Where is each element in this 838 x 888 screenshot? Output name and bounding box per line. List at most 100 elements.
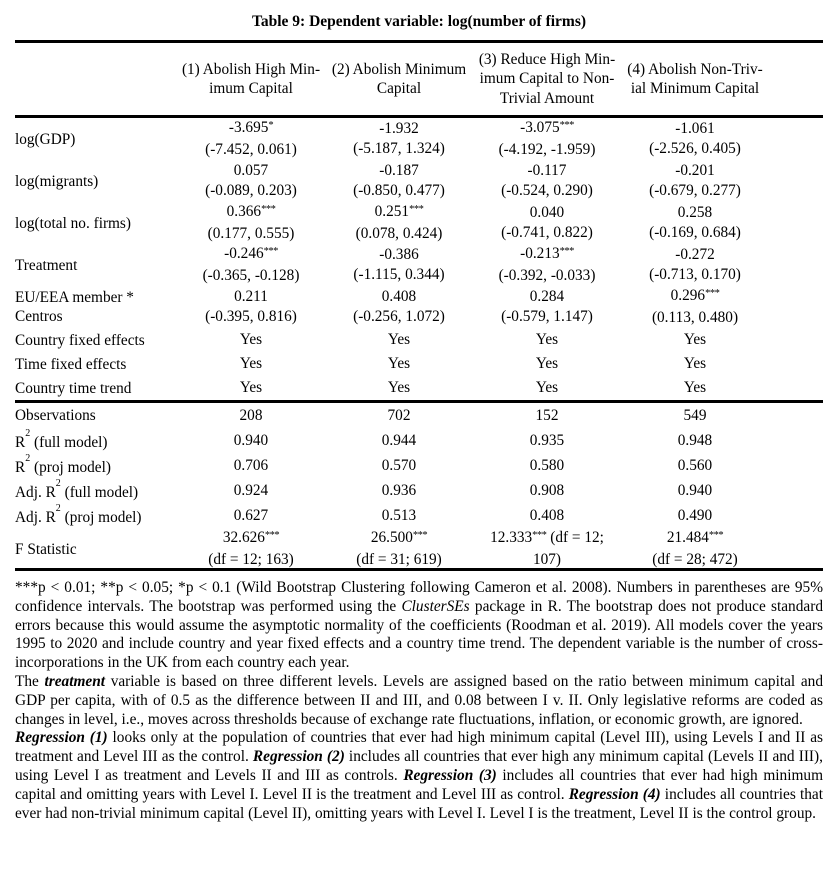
table-cell: Yes [239,355,263,372]
value-text: -0.213 [520,245,560,262]
coef-value: 0.284 [473,287,621,307]
table-cell: Yes [535,331,559,348]
table-cell: 0.490 [677,506,713,524]
table-cell: Yes [239,331,263,348]
confidence-interval: (-0.679, 0.277) [649,182,741,199]
table-cell: 0.924 [233,481,269,499]
row-label: EU/EEA member * Centros [15,288,177,326]
column-header-3: (3) Reduce High Min- imum Capital to Non… [473,50,621,109]
table-cell: 0.940 [677,481,713,499]
confidence-interval: (-7.452, 0.061) [205,141,297,158]
value-text: -1.932 [379,120,419,137]
table-cell: -0.117 (-0.524, 0.290) [473,161,621,201]
table-cell: 32.626*** (df = 12; 163) [177,528,325,570]
sig-stars: *** [559,119,575,131]
table-cell: 0.408 (-0.256, 1.072) [325,287,473,327]
confidence-interval: (-4.192, -1.959) [498,141,596,158]
table-row: R2 (proj model) 0.706 0.570 0.580 0.560 [15,453,823,478]
value-text: -0.386 [379,246,419,263]
value-text: -3.695 [228,119,269,136]
note-text-bold-italic: treatment [44,672,106,690]
table-row: R2 (full model) 0.940 0.944 0.935 0.948 [15,428,823,453]
table-cell: Yes [387,355,411,372]
table-cell: 12.333*** (df = 12; 107) [473,528,621,570]
row-label-text: Observations [15,407,96,424]
row-label: Adj. R2 (full model) [15,477,177,502]
table-row: Time fixed effects Yes Yes Yes Yes [15,352,823,376]
table-cell: -1.061 (-2.526, 0.405) [621,119,769,159]
table-cell: 26.500*** (df = 31; 619) [325,528,473,570]
table-cell: -3.695* (-7.452, 0.061) [177,118,325,160]
coef-value: -0.117 [473,161,621,181]
table-cell: 0.251*** (0.078, 0.424) [325,202,473,244]
row-label-text: Time fixed effects [15,355,127,373]
value-text: 0.296 [670,287,706,304]
confidence-interval: (-0.579, 1.147) [501,308,593,325]
confidence-interval: (0.113, 0.480) [651,309,739,326]
table-row: Adj. R2 (full model) 0.924 0.936 0.908 0… [15,478,823,503]
table-row: F Statistic 32.626*** (df = 12; 163) 26.5… [15,528,823,568]
note-text-bold-italic: Regression (1) [15,729,108,747]
coef-value: -0.386 [325,245,473,265]
table-cell: Yes [535,355,559,372]
row-label-sup: 2 [55,477,61,489]
table-row: log(GDP) -3.695* (-7.452, 0.061) -1.932 (-… [15,118,823,160]
sig-stars: *** [532,529,547,541]
table-cell: 0.366*** (0.177, 0.555) [177,202,325,244]
value-text: -0.117 [527,162,567,179]
sig-stars: *** [705,287,720,299]
coef-value: 0.258 [621,203,769,223]
note-treatment: The treatment variable is based on three… [15,673,823,729]
table-cell: -0.187 (-0.850, 0.477) [325,161,473,201]
note-text: variable is based on three different lev… [15,672,823,728]
row-label: Observations [15,406,177,425]
table-row: Adj. R2 (proj model) 0.627 0.513 0.408 0… [15,503,823,528]
note-regressions: Regression (1) looks only at the populat… [15,729,823,823]
table-cell: 0.936 [381,481,417,499]
note-text-italic: ClusterSEs [401,597,470,615]
sig-stars: *** [263,245,279,257]
row-label-text: Country time trend [15,379,132,397]
value-text: 0.040 [529,204,565,221]
table-cell: 0.570 [381,456,417,474]
table-cell: Yes [683,355,707,372]
note-text: looks only at the population of countrie… [15,729,823,766]
table-cell: 0.040 (-0.741, 0.822) [473,203,621,243]
sig-stars: *** [409,203,424,215]
confidence-interval: (-1.115, 0.344) [353,266,445,283]
coef-value: 12.333*** (df = 12; [473,528,621,550]
confidence-interval: (-0.365, -0.128) [202,267,300,284]
row-label-text2: (full model) [30,434,108,452]
coef-value: -3.695* [177,118,325,140]
value-tail: (df = 12; [546,529,604,546]
degrees-of-freedom: (df = 28; 472) [652,551,738,568]
header-line: Trivial Amount [499,89,595,107]
sig-stars: * [268,119,274,131]
table-cell: Yes [387,331,411,348]
header-line: imum Capital to Non- [479,70,615,88]
row-label-text: log(GDP) [15,130,76,148]
row-label: log(GDP) [15,130,177,149]
degrees-of-freedom: 107) [532,551,562,568]
coef-value: -0.187 [325,161,473,181]
coef-value: 0.057 [177,161,325,181]
table-cell: 0.057 (-0.089, 0.203) [177,161,325,201]
header-line: ial Minimum Capital [630,80,760,97]
coef-value: -1.061 [621,119,769,139]
coef-value: 32.626*** [177,528,325,550]
coef-value: -1.932 [325,119,473,139]
row-label: R2 (proj model) [15,453,177,477]
header-line: (3) Reduce High Min- [478,50,616,68]
coef-value: 0.408 [325,287,473,307]
table-cell: 0.706 [233,456,269,474]
table-cell: Yes [239,379,263,396]
confidence-interval: (-0.713, 0.170) [649,266,741,283]
table-cell: -0.386 (-1.115, 0.344) [325,245,473,285]
value-text: 0.284 [529,288,565,305]
note-significance: ***p < 0.01; **p < 0.05; *p < 0.1 (Wild … [15,579,823,673]
table-cell: Yes [683,379,707,396]
row-label: Time fixed effects [15,355,177,374]
confidence-interval: (-0.169, 0.684) [649,224,741,241]
row-label-text: Country fixed effects [15,331,145,349]
row-label: Adj. R2 (proj model) [15,503,177,527]
